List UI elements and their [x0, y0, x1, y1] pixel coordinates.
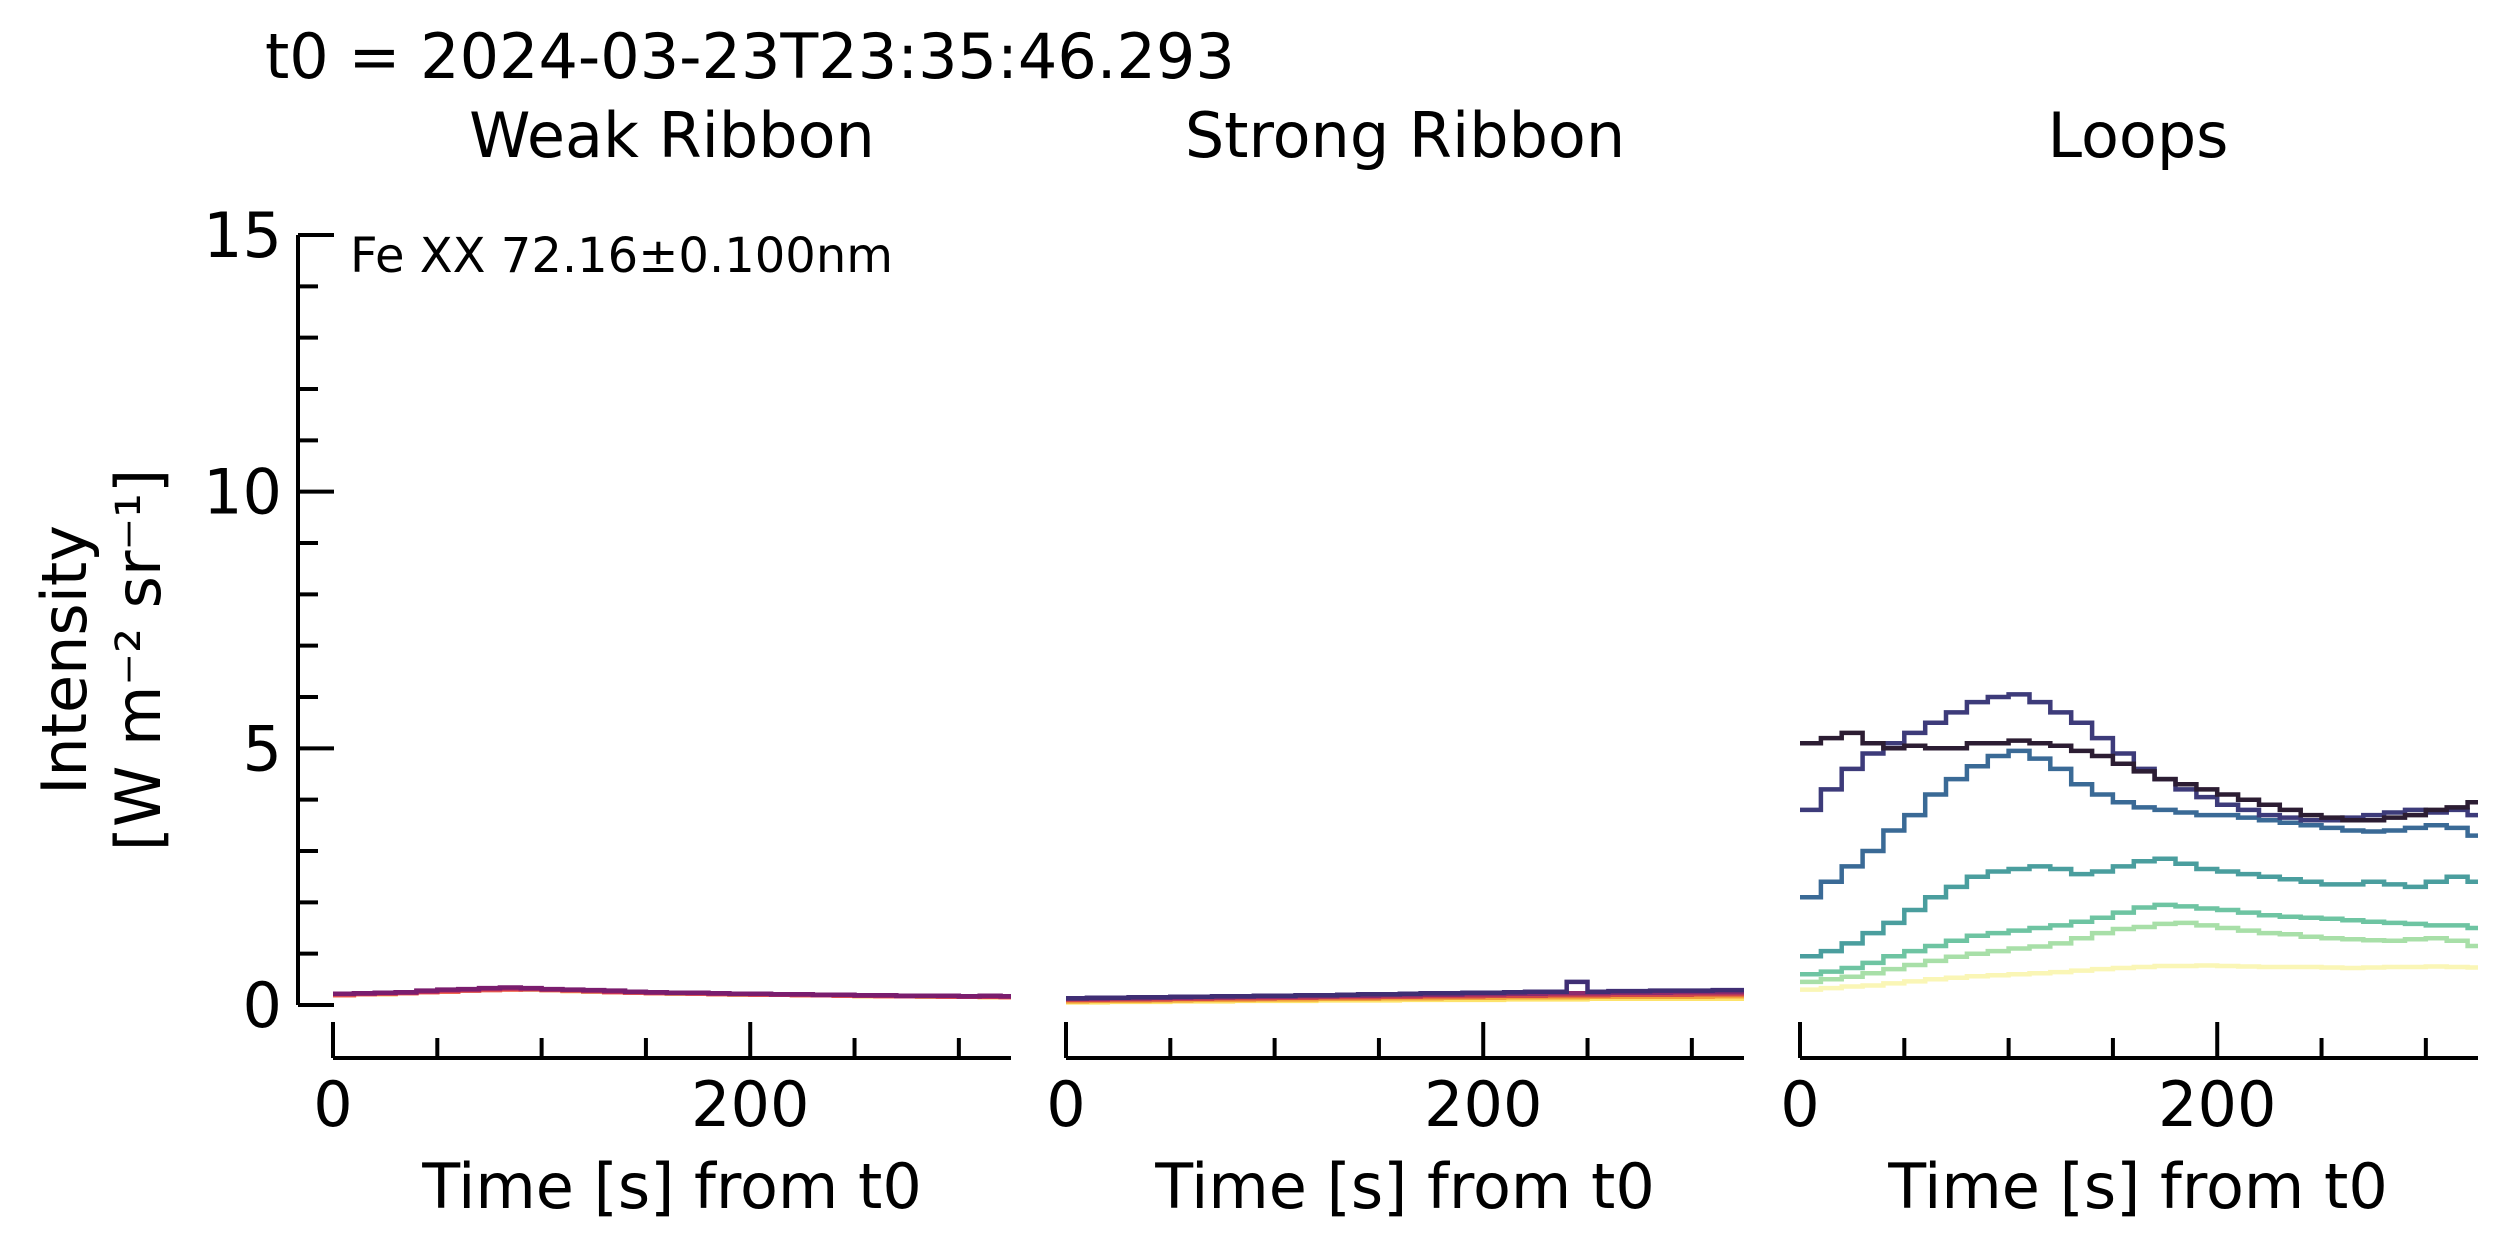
series-line-3: [1800, 902, 2478, 977]
x-tick-label: 0: [1046, 1068, 1085, 1141]
y-axis-label: Intensity [W m⁻² sr⁻¹]: [28, 469, 175, 851]
y-axis-label-line1: Intensity: [28, 525, 101, 795]
series-line-4: [1800, 856, 2478, 959]
axes-group: 0 200 0 5 10 15: [203, 199, 1011, 1141]
x-tick-label: 0: [1780, 1068, 1819, 1141]
series-line-6: [1800, 692, 2478, 823]
series-line-1: [1800, 963, 2478, 992]
x-axis-label: Time [s] from t0: [1887, 1150, 2388, 1223]
x-axis-label: Time [s] from t0: [421, 1150, 922, 1223]
panel-title-weak-ribbon: Weak Ribbon: [469, 99, 875, 172]
figure-suptitle: t0 = 2024-03-23T23:35:46.293: [265, 20, 1235, 93]
axes-group: 0 200: [1780, 1022, 2478, 1141]
series-group: [1066, 979, 1744, 1005]
series-group: [1800, 692, 2478, 992]
panel-title-loops: Loops: [2048, 99, 2229, 172]
x-tick-label: 200: [691, 1068, 809, 1141]
series-line-2: [1800, 920, 2478, 985]
series-group: [333, 985, 1011, 1000]
series-line-5: [1800, 748, 2478, 900]
y-tick-label: 10: [203, 456, 282, 529]
x-tick-label: 0: [313, 1068, 352, 1141]
panel-strong-ribbon: Strong Ribbon 0 200 Time [s] from t0: [1046, 99, 1744, 1223]
series-line-7: [1800, 730, 2478, 823]
series-line-5: [1066, 979, 1744, 1001]
y-axis-label-line2: [W m⁻² sr⁻¹]: [102, 469, 175, 851]
series-line-4: [333, 985, 1011, 999]
x-tick-label: 200: [1424, 1068, 1542, 1141]
y-tick-label: 0: [243, 969, 282, 1042]
line-annotation: Fe XX 72.16±0.100nm: [350, 228, 893, 284]
y-tick-label: 5: [243, 712, 282, 785]
panel-title-strong-ribbon: Strong Ribbon: [1185, 99, 1625, 172]
x-axis-label: Time [s] from t0: [1154, 1150, 1655, 1223]
x-tick-label: 200: [2158, 1068, 2276, 1141]
panel-loops: Loops 0 200 Time [s] from t0: [1780, 99, 2478, 1223]
axes-group: 0 200: [1046, 1022, 1744, 1141]
y-tick-label: 15: [203, 199, 282, 272]
